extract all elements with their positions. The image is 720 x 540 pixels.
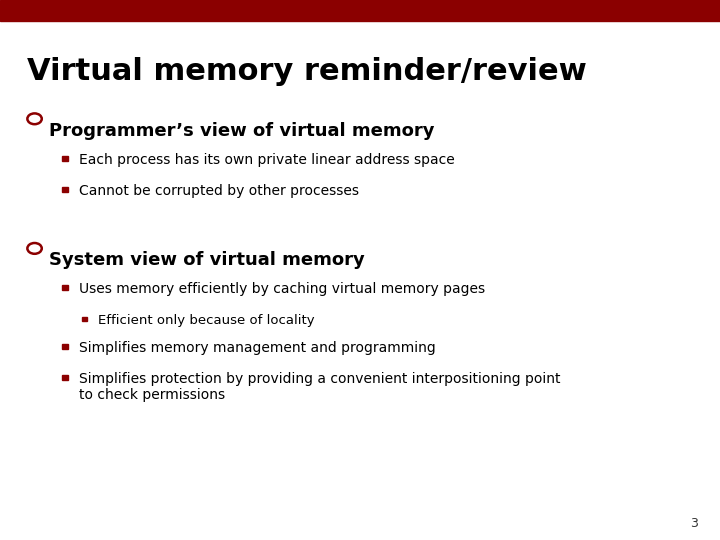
Text: Uses memory efficiently by caching virtual memory pages: Uses memory efficiently by caching virtu… xyxy=(79,282,485,296)
Text: Carnegie Mellon: Carnegie Mellon xyxy=(608,10,704,19)
Text: Simplifies protection by providing a convenient interpositioning point
to check : Simplifies protection by providing a con… xyxy=(79,372,561,402)
Text: Cannot be corrupted by other processes: Cannot be corrupted by other processes xyxy=(79,184,359,198)
Text: System view of virtual memory: System view of virtual memory xyxy=(49,251,365,269)
Text: 3: 3 xyxy=(690,517,698,530)
Text: Virtual memory reminder/review: Virtual memory reminder/review xyxy=(27,57,587,86)
Text: Programmer’s view of virtual memory: Programmer’s view of virtual memory xyxy=(49,122,434,139)
Text: Each process has its own private linear address space: Each process has its own private linear … xyxy=(79,153,455,167)
Text: Simplifies memory management and programming: Simplifies memory management and program… xyxy=(79,341,436,355)
Text: Efficient only because of locality: Efficient only because of locality xyxy=(98,314,315,327)
